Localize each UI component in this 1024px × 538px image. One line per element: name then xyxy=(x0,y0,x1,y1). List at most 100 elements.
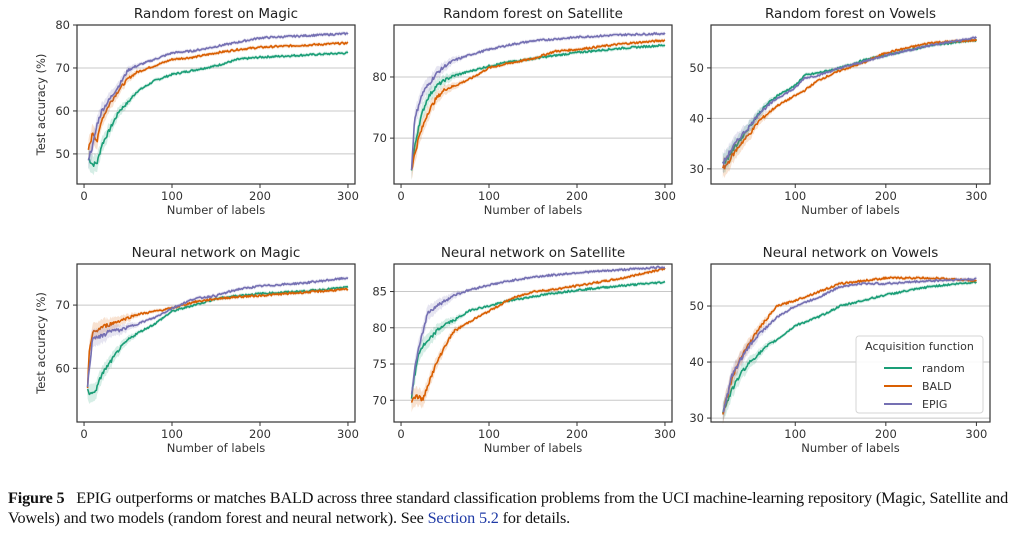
series-line-epig xyxy=(410,32,666,170)
series-line-bald xyxy=(410,267,666,403)
series-line-random xyxy=(722,38,978,165)
y-tick-label: 40 xyxy=(689,355,704,369)
series-line-random xyxy=(722,280,978,414)
y-tick-label: 70 xyxy=(55,61,70,75)
legend-label-bald: BALD xyxy=(922,380,952,393)
y-tick-label: 70 xyxy=(372,131,387,145)
x-axis-label: Number of labels xyxy=(484,203,582,217)
y-tick-label: 60 xyxy=(55,104,70,118)
series-line-bald xyxy=(410,39,666,171)
y-tick-label: 80 xyxy=(55,18,70,32)
figure-caption: Figure 5 EPIG outperforms or matches BAL… xyxy=(8,488,1020,528)
y-tick-label: 30 xyxy=(689,411,704,425)
x-tick-label: 300 xyxy=(337,427,359,441)
x-axis-label: Number of labels xyxy=(484,441,582,455)
series-line-bald xyxy=(722,38,978,170)
x-tick-label: 200 xyxy=(249,427,271,441)
axes-frame xyxy=(76,263,356,423)
caption-text-end: for details. xyxy=(498,509,571,527)
legend-label-random: random xyxy=(922,362,965,375)
chart-panel-5: Neural network on Vowels 30 40 50 100 200 300 N… xyxy=(689,245,991,455)
y-tick-label: 80 xyxy=(372,321,387,335)
y-tick-label: 80 xyxy=(372,70,387,84)
chart-panel-2: Random forest on Vowels 30 40 50 100 200 300 Nu… xyxy=(689,6,991,217)
legend-title: Acquisition function xyxy=(865,340,974,353)
y-tick-label: 75 xyxy=(372,357,387,371)
y-tick-label: 60 xyxy=(55,361,70,375)
x-tick-label: 200 xyxy=(566,427,588,441)
caption-text: EPIG outperforms or matches BALD across … xyxy=(8,489,1009,527)
series-line-epig xyxy=(410,265,666,395)
x-tick-label: 100 xyxy=(161,427,183,441)
series-line-bald xyxy=(86,287,349,389)
x-axis-label: Number of labels xyxy=(167,203,265,217)
x-tick-label: 100 xyxy=(478,189,500,203)
axes-frame xyxy=(393,263,673,423)
legend: Acquisition function random BALD EPIG xyxy=(855,335,984,414)
x-tick-label: 0 xyxy=(397,427,404,441)
y-tick-label: 70 xyxy=(372,393,387,407)
x-tick-label: 0 xyxy=(80,427,87,441)
x-tick-label: 0 xyxy=(397,189,404,203)
chart-title: Random forest on Satellite xyxy=(443,6,623,22)
y-axis-label: Test accuracy (%) xyxy=(34,292,48,395)
axes-frame xyxy=(76,24,356,185)
x-tick-label: 300 xyxy=(654,427,676,441)
x-tick-label: 100 xyxy=(784,427,806,441)
x-tick-label: 200 xyxy=(249,189,271,203)
x-tick-label: 0 xyxy=(80,189,87,203)
chart-title: Random forest on Vowels xyxy=(765,6,936,22)
series-line-bald xyxy=(87,41,349,151)
y-tick-label: 50 xyxy=(689,299,704,313)
x-tick-label: 100 xyxy=(478,427,500,441)
section-link[interactable]: Section 5.2 xyxy=(427,509,499,527)
axes-frame xyxy=(393,24,673,185)
x-tick-label: 300 xyxy=(965,427,987,441)
y-tick-label: 70 xyxy=(55,298,70,312)
chart-panel-1: Random forest on Satellite 70 80 0 100 200 300… xyxy=(372,6,676,217)
chart-panel-3: Neural network on Magic 60 70 0 100 200 300 Num… xyxy=(34,245,359,455)
y-tick-label: 30 xyxy=(689,162,704,176)
series-line-epig xyxy=(87,32,349,161)
series-line-epig xyxy=(86,276,349,388)
confidence-band-epig xyxy=(411,31,665,180)
y-tick-label: 40 xyxy=(689,111,704,125)
series-line-random xyxy=(410,280,666,399)
chart-title: Neural network on Magic xyxy=(132,245,301,261)
x-tick-label: 200 xyxy=(566,189,588,203)
confidence-band-random xyxy=(87,284,348,404)
y-tick-label: 85 xyxy=(372,285,387,299)
series-line-bald xyxy=(722,276,977,415)
chart-panel-4: Neural network on Satellite 70 75 80 85 0 100 2… xyxy=(372,245,676,455)
y-axis-label: Test accuracy (%) xyxy=(34,54,48,157)
confidence-band-bald xyxy=(411,266,665,413)
x-tick-label: 300 xyxy=(965,189,987,203)
y-tick-label: 50 xyxy=(689,61,704,75)
x-tick-label: 200 xyxy=(875,189,897,203)
legend-box xyxy=(855,335,984,414)
x-axis-label: Number of labels xyxy=(801,203,899,217)
chart-panel-0: Random forest on Magic 50 60 70 80 0 100 200 300… xyxy=(34,6,359,217)
series-line-random xyxy=(87,51,349,167)
x-tick-label: 100 xyxy=(161,189,183,203)
x-axis-label: Number of labels xyxy=(801,441,899,455)
axes-frame xyxy=(710,263,991,423)
legend-label-epig: EPIG xyxy=(922,398,947,411)
confidence-band-random xyxy=(722,37,977,174)
chart-title: Neural network on Vowels xyxy=(763,245,939,261)
series-line-epig xyxy=(722,277,977,413)
chart-title: Neural network on Satellite xyxy=(441,245,625,261)
chart-title: Random forest on Magic xyxy=(134,6,298,22)
series-line-random xyxy=(86,285,349,396)
x-axis-label: Number of labels xyxy=(167,441,265,455)
caption-label: Figure 5 xyxy=(8,489,65,507)
x-tick-label: 300 xyxy=(337,189,359,203)
confidence-band-epig xyxy=(722,35,977,174)
x-tick-label: 100 xyxy=(784,189,806,203)
y-tick-label: 50 xyxy=(55,147,70,161)
x-tick-label: 300 xyxy=(654,189,676,203)
series-line-epig xyxy=(722,36,977,165)
x-tick-label: 200 xyxy=(875,427,897,441)
axes-frame xyxy=(710,24,991,185)
